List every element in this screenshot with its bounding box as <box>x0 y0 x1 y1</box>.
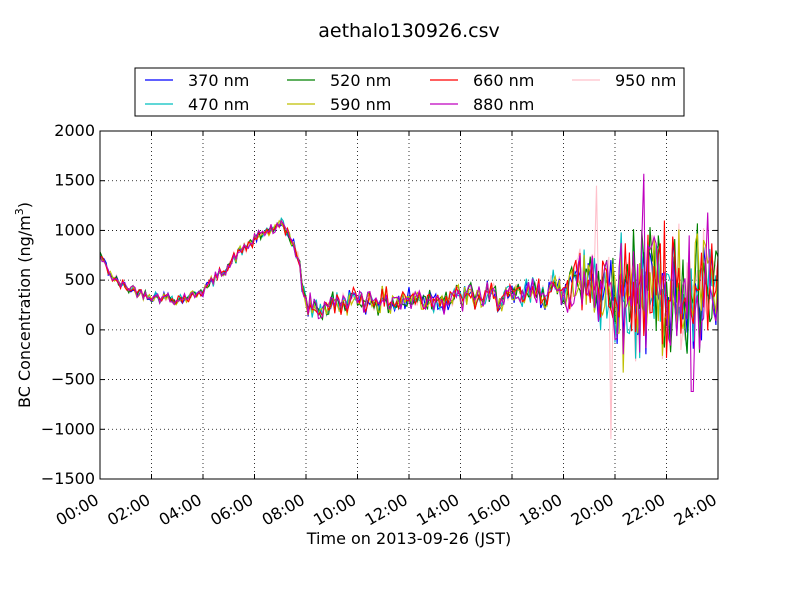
chart-title: aethalo130926.csv <box>318 20 500 42</box>
legend-label: 950 nm <box>615 71 676 90</box>
series-line-880-nm <box>100 173 718 393</box>
series-lines <box>100 173 718 440</box>
legend: 370 nm 470 nm 520 nm 590 nm 660 nm 880 nm 950 … <box>134 67 685 117</box>
y-ticks: −1500 −1000 −500 0 500 1000 1500 2000 <box>41 121 718 488</box>
y-axis-label-text: BC Concentration (ng/m <box>15 215 34 408</box>
x-axis-label: Time on 2013-09-26 (JST) <box>306 529 511 548</box>
y-tick-label: 500 <box>64 270 95 289</box>
y-axis-label-close: ) <box>15 202 34 208</box>
legend-label: 660 nm <box>473 71 534 90</box>
legend-label: 590 nm <box>330 95 391 114</box>
y-tick-label: −1500 <box>41 469 95 488</box>
y-tick-label: 2000 <box>54 121 95 140</box>
y-tick-label: 0 <box>85 320 95 339</box>
y-axis-label: BC Concentration (ng/m3) <box>13 202 34 408</box>
legend-box <box>134 67 685 117</box>
legend-item: 520 nm <box>287 71 391 90</box>
y-tick-label: −1000 <box>41 419 95 438</box>
legend-item: 470 nm <box>145 95 249 114</box>
y-tick-label: 1000 <box>54 220 95 239</box>
legend-label: 470 nm <box>188 95 249 114</box>
legend-item: 370 nm <box>145 71 249 90</box>
y-tick-label: −500 <box>51 370 95 389</box>
y-tick-label: 1500 <box>54 171 95 190</box>
legend-item: 950 nm <box>572 71 676 90</box>
grid <box>100 131 718 479</box>
legend-item: 660 nm <box>430 71 534 90</box>
legend-label: 370 nm <box>188 71 249 90</box>
legend-label: 520 nm <box>330 71 391 90</box>
y-axis-label-sup: 3 <box>13 208 26 215</box>
legend-item: 880 nm <box>430 95 534 114</box>
legend-item: 590 nm <box>287 95 391 114</box>
legend-label: 880 nm <box>473 95 534 114</box>
